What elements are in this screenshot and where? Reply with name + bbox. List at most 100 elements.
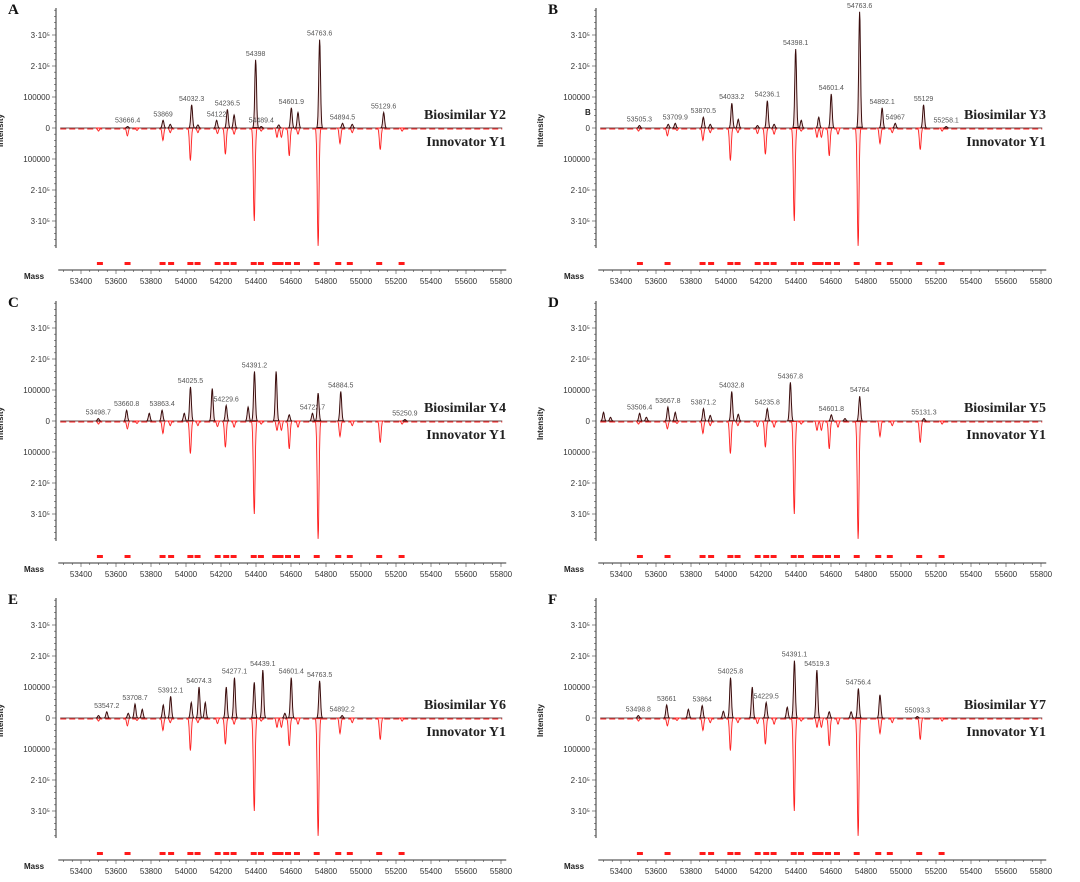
peak-label: 54032.3 [179,96,204,103]
y-tick-label: 100000 [563,683,590,692]
biosimilar-peak [943,125,949,129]
innovator-peak [889,717,896,724]
biosimilar-peak [336,391,345,422]
biosimilar-peak [848,710,855,719]
peak-label: 53506.4 [627,404,652,411]
mass-marker [825,262,832,265]
x-tick-label: 53800 [680,277,703,286]
innovator-peak [771,717,778,725]
innovator-peak [376,717,385,740]
innovator-peak [258,420,265,425]
biosimilar-peak [159,408,166,422]
x-tick-label: 53400 [70,570,93,579]
y-tick-label: 0 [586,417,591,426]
mass-marker [159,852,166,855]
innovator-peak [798,420,805,425]
x-tick-label: 54000 [715,867,738,876]
mass-marker [763,262,770,265]
y-tick-label: 2·10⁵ [31,62,50,71]
peak-label: 54033.2 [719,94,744,101]
biosimilar-peak [139,708,146,719]
biosimilar-peak [784,705,791,719]
innovator-peak [336,127,344,146]
x-tick-label: 54800 [855,570,878,579]
biosimilar-peak [293,110,302,129]
biosimilar-peak [720,710,727,719]
innovator-peak [761,127,770,155]
innovator-peak [825,420,833,449]
biosimilar-peak [160,703,167,719]
biosimilar-peak [754,124,761,129]
x-tick-label: 54200 [750,277,773,286]
peak-label: 53661 [657,696,677,703]
x-tick-label: 54800 [855,867,878,876]
panel-letter: D [548,295,559,311]
innovator-peak [734,127,741,134]
mirror-plot: 3·10⁵ 2·10⁵ 100000 0 100000 2·10⁵ 3·10⁵ 53400 53… [23,301,513,579]
innovator-peak [285,127,293,156]
mass-marker [187,262,194,265]
x-tick-label: 55600 [995,277,1018,286]
innovator-peak [814,420,820,432]
innovator-peak [214,127,221,135]
mass-marker [187,555,194,558]
biosimilar-peak [707,414,714,422]
peak-label: 54756.4 [846,680,871,687]
mass-marker [257,852,264,855]
mass-marker [916,262,923,265]
x-tick-label: 55000 [890,277,913,286]
y-tick-label: 2·10⁵ [571,186,590,195]
x-tick-label: 54200 [750,570,773,579]
biosimilar-peak [914,715,921,719]
biosimilar-peak [379,110,387,129]
x-tick-label: 53800 [680,867,703,876]
mass-marker [250,262,257,265]
y-tick-label: 100000 [23,386,50,395]
peak-label: 54519.3 [804,661,829,668]
x-tick-label: 55600 [995,570,1018,579]
peak-label: 54489.4 [249,117,274,124]
mass-marker [257,262,264,265]
biosimilar-peak [700,407,707,422]
mass-marker [664,852,671,855]
biosimilar-peak [727,391,736,422]
x-tick-label: 55200 [925,277,948,286]
biosimilar-peak [95,417,102,422]
x-tick-label: 53800 [680,570,703,579]
y-tick-label: 3·10⁵ [571,324,590,333]
innovator-peak [835,420,841,428]
biosimilar-peak [188,700,195,719]
peak-label: 55093.3 [905,707,930,714]
peak-label: 53666.4 [115,117,140,124]
peak-label: 53708.7 [122,695,147,702]
mass-marker [708,852,715,855]
biosimilar-peak [125,712,132,719]
biosimilar-peak [275,124,282,129]
y-tick-label: 2·10⁵ [31,355,50,364]
biosimilar-peak [826,710,833,719]
y-tick-label: 3·10⁵ [571,510,590,519]
innovator-series-label: Innovator Y1 [426,725,506,740]
peak-label: 53870.5 [691,108,716,115]
innovator-peak [699,420,706,435]
y-tick-label: 3·10⁵ [571,31,590,40]
innovator-peak [726,127,735,161]
biosimilar-peak [699,704,706,719]
mass-marker [727,555,734,558]
panel-E: 3·10⁵ 2·10⁵ 100000 0 100000 2·10⁵ 3·10⁵ 53400 53… [0,590,540,882]
mass-marker [124,555,131,558]
biosimilar-peak [636,412,645,422]
peak-label: 54391.1 [782,652,807,659]
y-tick-label: 3·10⁵ [571,217,590,226]
y-tick-label: 2·10⁵ [31,186,50,195]
innovator-peak [349,420,356,427]
x-tick-label: 55800 [1030,570,1053,579]
biosimilar-peak [892,122,899,129]
biosimilar-peak [123,408,130,422]
y-tick-label: 100000 [563,93,590,102]
mirror-plot: 3·10⁵ 2·10⁵ 100000 0 100000 2·10⁵ 3·10⁵ 53400 53… [563,598,1053,876]
y-tick-label: 3·10⁵ [571,621,590,630]
biosimilar-peak [672,411,679,422]
x-tick-label: 55000 [350,570,373,579]
peak-label: 55250.9 [392,410,417,417]
